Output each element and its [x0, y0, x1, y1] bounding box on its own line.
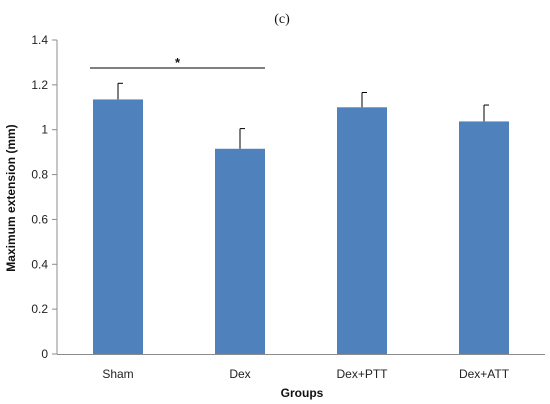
x-tick-label: Dex	[229, 367, 250, 381]
bar	[93, 99, 143, 354]
y-tick-label: 0.6	[31, 212, 48, 226]
x-tick-label: Dex+PTT	[336, 367, 388, 381]
y-tick-label: 1.4	[31, 33, 48, 47]
y-tick-label: 0.2	[31, 302, 48, 316]
y-tick-label: 0.4	[31, 257, 48, 271]
bar	[215, 148, 265, 354]
x-axis-title: Groups	[281, 386, 324, 400]
y-tick-label: 0	[41, 347, 48, 361]
y-tick-label: 1	[41, 123, 48, 137]
bar	[337, 107, 387, 355]
y-tick-label: 1.2	[31, 78, 48, 92]
y-tick-label: 0.8	[31, 168, 48, 182]
y-axis-title: Maximum extension (mm)	[4, 124, 18, 271]
panel-label: (c)	[274, 12, 290, 27]
bar	[459, 121, 509, 354]
significance-marker: *	[175, 55, 181, 70]
x-tick-label: Sham	[102, 367, 133, 381]
x-tick-label: Dex+ATT	[459, 367, 510, 381]
